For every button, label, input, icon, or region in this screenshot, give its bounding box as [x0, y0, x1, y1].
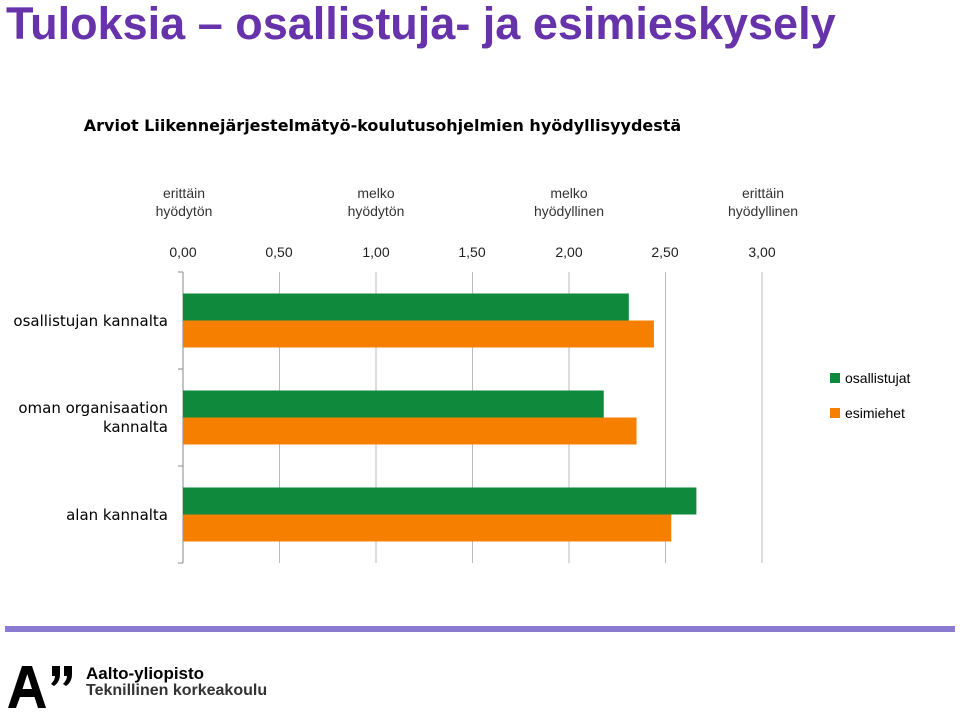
scale-label-3: melko hyödyllinen	[509, 184, 629, 220]
scale-label-2: melko hyödytön	[316, 184, 436, 220]
legend-swatch	[830, 408, 840, 418]
legend-swatch	[830, 373, 840, 383]
bar-esimiehet-0	[183, 320, 654, 348]
category-label-line: osallistujan kannalta	[13, 312, 168, 330]
bar-osallistujat-1	[183, 390, 604, 418]
chart-title: Arviot Liikennejärjestelmätyö-koulutusoh…	[83, 116, 682, 135]
category-label-organisation: oman organisaation kannalta	[18, 399, 168, 437]
legend-label: osallistujat	[845, 370, 911, 386]
bar-esimiehet-2	[183, 514, 672, 542]
footer-divider	[5, 626, 955, 632]
x-tick-label: 0,00	[169, 244, 197, 260]
bar-esimiehet-1	[183, 417, 637, 445]
category-label-line: kannalta	[102, 418, 168, 436]
x-tick-label: 2,50	[651, 244, 679, 260]
aalto-logo-icon	[8, 666, 72, 708]
scale-label-line1: erittäin	[162, 185, 206, 201]
legend-label: esimiehet	[845, 405, 905, 421]
category-label-line: alan kannalta	[66, 506, 168, 524]
legend-item-esimiehet: esimiehet	[830, 405, 905, 421]
category-label-line: oman organisaation	[18, 399, 168, 417]
bar-osallistujat-0	[183, 293, 629, 321]
category-label-field: alan kannalta	[66, 506, 168, 525]
scale-label-line2: hyödytön	[347, 203, 405, 219]
scale-label-1: erittäin hyödytön	[124, 184, 244, 220]
scale-label-line2: hyödyllinen	[727, 203, 799, 219]
scale-label-4: erittäin hyödyllinen	[703, 184, 823, 220]
university-name: Aalto-yliopisto	[86, 664, 205, 683]
scale-label-line1: erittäin	[741, 185, 785, 201]
x-tick-label: 2,00	[555, 244, 583, 260]
category-label-participant: osallistujan kannalta	[13, 312, 168, 331]
legend-item-osallistujat: osallistujat	[830, 370, 910, 386]
scale-label-line2: hyödyllinen	[533, 203, 605, 219]
x-tick-label: 0,50	[265, 244, 293, 260]
scale-label-line1: melko	[357, 185, 395, 201]
x-tick-label: 1,50	[458, 244, 486, 260]
x-tick-label: 3,00	[748, 244, 776, 260]
scale-label-line1: melko	[550, 185, 588, 201]
school-name: Teknillinen korkeakoulu	[86, 682, 268, 699]
scale-label-line2: hyödytön	[155, 203, 213, 219]
x-tick-label: 1,00	[362, 244, 390, 260]
bar-osallistujat-2	[183, 487, 697, 515]
slide-title: Tuloksia – osallistuja- ja esimieskysely	[6, 0, 836, 49]
